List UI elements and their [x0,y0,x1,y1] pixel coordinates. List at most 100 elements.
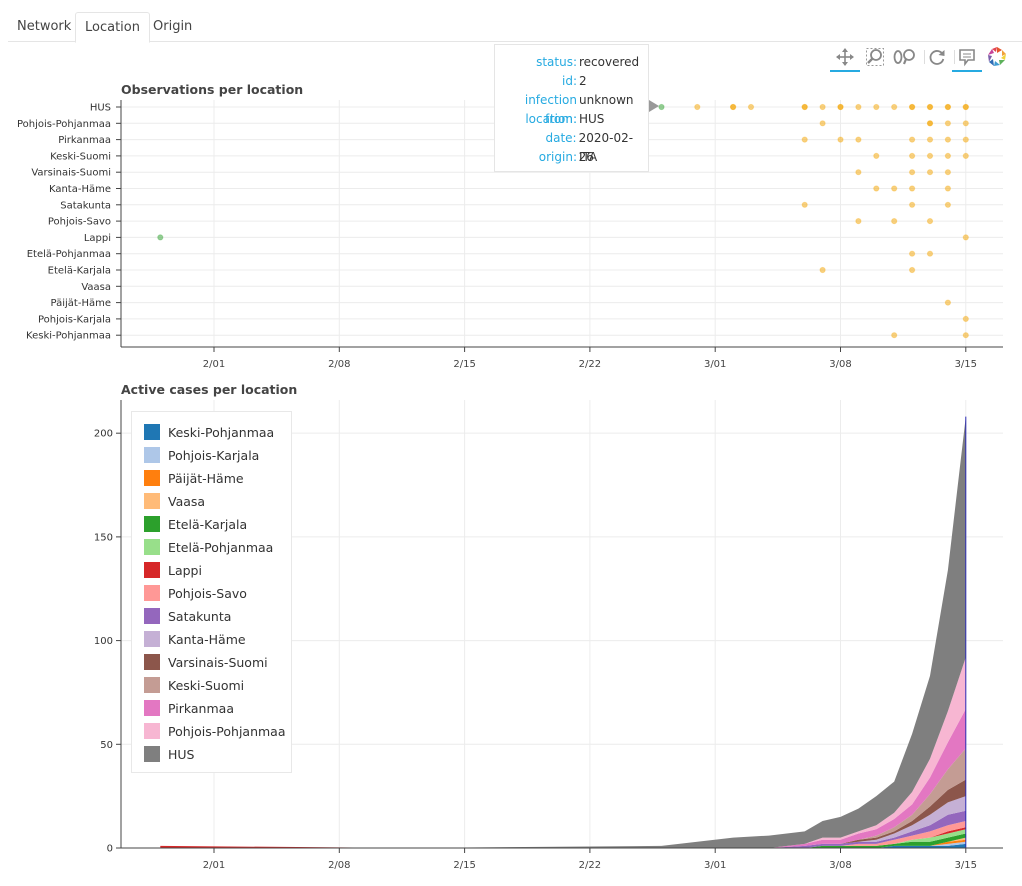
hover-tooltip: status: recovered id: 2 infection from: unk… [494,44,649,172]
scatter-point-confirmed [944,136,952,143]
legend-label: Etelä-Pohjanmaa [168,539,274,555]
legend-item[interactable]: Satakunta [144,607,231,625]
area-chart-legend: Keski-Pohjanmaa Pohjois-Karjala Päijät-Häm… [131,411,292,773]
scatter-y-tick-label: Keski-Suomi [50,151,111,162]
scatter-point-confirmed [801,136,808,143]
scatter-point-confirmed [694,103,701,111]
legend-swatch [144,516,160,532]
legend-item[interactable]: Etelä-Pohjanmaa [144,538,273,556]
scatter-point-confirmed [837,136,844,143]
area-y-tick-label: 150 [94,532,113,543]
scatter-y-tick-label: Kanta-Häme [49,184,111,195]
area-y-tick-label: 50 [100,740,113,751]
legend-item[interactable]: Kanta-Häme [144,630,246,648]
reset-icon[interactable] [922,44,952,70]
scatter-point-confirmed [909,169,916,176]
scatter-y-tick-label: Päijät-Häme [51,298,111,309]
scatter-point-confirmed [855,218,862,225]
scatter-y-tick-label: Etelä-Pohjanmaa [27,249,111,260]
hover-icon[interactable] [952,44,982,72]
scatter-point-confirmed [944,152,952,159]
box-zoom-icon[interactable] [860,44,890,70]
legend-item[interactable]: Pohjois-Pohjanmaa [144,722,286,740]
scatter-point-recovered [157,234,164,241]
legend-item[interactable]: Pohjois-Savo [144,584,247,602]
area-x-tick-label: 2/01 [203,860,225,871]
legend-item[interactable]: Varsinais-Suomi [144,653,268,671]
tooltip-key: origin: [538,150,577,164]
area-x-tick-label: 2/22 [579,860,601,871]
legend-label: Vaasa [168,493,206,509]
scatter-point-confirmed [926,152,934,159]
scatter-point-confirmed [926,169,934,176]
area-band-Etelä-Karjala [160,833,966,848]
scatter-point-confirmed [891,332,898,339]
legend-item[interactable]: Lappi [144,561,202,579]
scatter-point-confirmed [926,120,934,127]
tooltip-value: 2 [579,74,587,88]
scatter-point-confirmed [855,103,862,111]
area-y-tick-label: 0 [107,844,113,855]
scatter-point-confirmed [873,103,880,111]
scatter-y-tick-label: Keski-Pohjanmaa [26,331,111,342]
legend-label: Satakunta [168,608,232,624]
wheel-zoom-icon[interactable] [890,44,920,70]
legend-label: Kanta-Häme [168,631,246,647]
scatter-point-confirmed [962,234,969,241]
scatter-point-confirmed [944,120,952,127]
scatter-point-confirmed [909,136,916,143]
scatter-point-confirmed [962,152,969,159]
legend-item[interactable]: Pirkanmaa [144,699,234,717]
scatter-point-confirmed [909,185,916,192]
scatter-x-tick-label: 2/01 [203,359,225,370]
scatter-point-confirmed [944,185,952,192]
legend-item[interactable]: Vaasa [144,492,205,510]
legend-item[interactable]: Keski-Pohjanmaa [144,423,274,441]
scatter-x-tick-label: 2/22 [579,359,601,370]
scatter-point-confirmed [909,250,916,257]
tab-location[interactable]: Location [75,12,150,43]
scatter-y-tick-label: Pirkanmaa [58,135,111,146]
scatter-point-confirmed [926,250,934,257]
pan-icon[interactable] [830,44,860,72]
area-x-tick-label: 3/01 [704,860,726,871]
legend-swatch [144,585,160,601]
legend-swatch [144,723,160,739]
scatter-point-confirmed [873,152,880,159]
legend-label: Pohjois-Karjala [168,447,260,463]
scatter-point-confirmed [962,315,969,322]
tooltip-key: status: [536,55,577,69]
legend-item[interactable]: Pohjois-Karjala [144,446,259,464]
tooltip-value: ITA [579,150,598,164]
tab-network[interactable]: Network [17,19,72,34]
area-chart-title: Active cases per location [121,382,298,397]
legend-label: Lappi [168,562,202,578]
bokeh-logo-icon[interactable] [982,44,1012,70]
scatter-point-confirmed [944,299,952,306]
scatter-point-recovered [658,103,665,111]
scatter-point-confirmed [891,103,898,111]
legend-swatch [144,424,160,440]
tooltip-row-date: date: 2020-02-26 [495,129,648,164]
legend-item[interactable]: Keski-Suomi [144,676,244,694]
tab-origin[interactable]: Origin [153,19,193,34]
area-x-tick-label: 3/08 [829,860,851,871]
tooltip-value: recovered [579,55,640,69]
legend-label: Päijät-Häme [168,470,244,486]
scatter-point-confirmed [962,332,969,339]
legend-label: Pirkanmaa [168,700,234,716]
scatter-x-tick-label: 3/08 [829,359,851,370]
area-x-tick-label: 2/15 [453,860,475,871]
scatter-y-tick-label: HUS [90,103,111,114]
tooltip-key: location: [525,112,577,126]
legend-item[interactable]: HUS [144,745,194,763]
scatter-point-confirmed [730,103,737,111]
legend-item[interactable]: Etelä-Karjala [144,515,247,533]
scatter-point-confirmed [909,152,916,159]
tooltip-row-id: id: 2 [495,72,648,91]
legend-item[interactable]: Päijät-Häme [144,469,244,487]
legend-swatch [144,700,160,716]
scatter-y-tick-label: Satakunta [60,200,111,211]
scatter-point-confirmed [891,185,898,192]
